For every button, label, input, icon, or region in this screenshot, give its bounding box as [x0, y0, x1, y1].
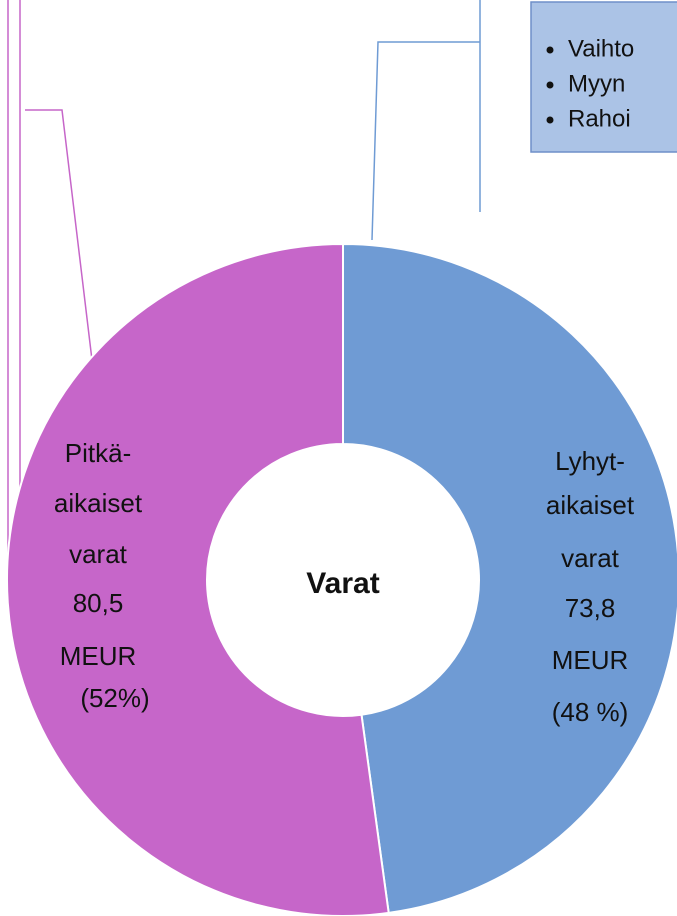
bullet: [546, 46, 554, 54]
bullet: [546, 116, 554, 124]
callout-box: [530, 1, 677, 153]
bullet: [546, 81, 554, 89]
donut-segment: [342, 242, 677, 915]
segment-label: aikaiset: [546, 490, 635, 520]
unit-label: MEUR: [60, 641, 137, 671]
percent-label: (52%): [80, 683, 149, 713]
leader-line: [371, 41, 480, 241]
donut: [6, 242, 677, 916]
center-label: Varat: [306, 567, 379, 600]
segment-label: Pitkä-: [65, 438, 131, 468]
unit-label: MEUR: [552, 645, 629, 675]
segment-label: Lyhyt-: [555, 446, 625, 476]
leader-line: [25, 109, 93, 361]
donut-segment: [6, 242, 390, 916]
value-label: 80,5: [73, 588, 124, 618]
value-label: 73,8: [565, 593, 616, 623]
segment-label: varat: [561, 543, 620, 573]
percent-label: (48 %): [552, 697, 629, 727]
callout-item: Rahoi: [568, 105, 631, 132]
callout-item: Myyn: [568, 70, 625, 97]
segment-label: aikaiset: [54, 488, 143, 518]
segment-label: varat: [69, 539, 128, 569]
callout-item: Vaihto: [568, 35, 634, 62]
